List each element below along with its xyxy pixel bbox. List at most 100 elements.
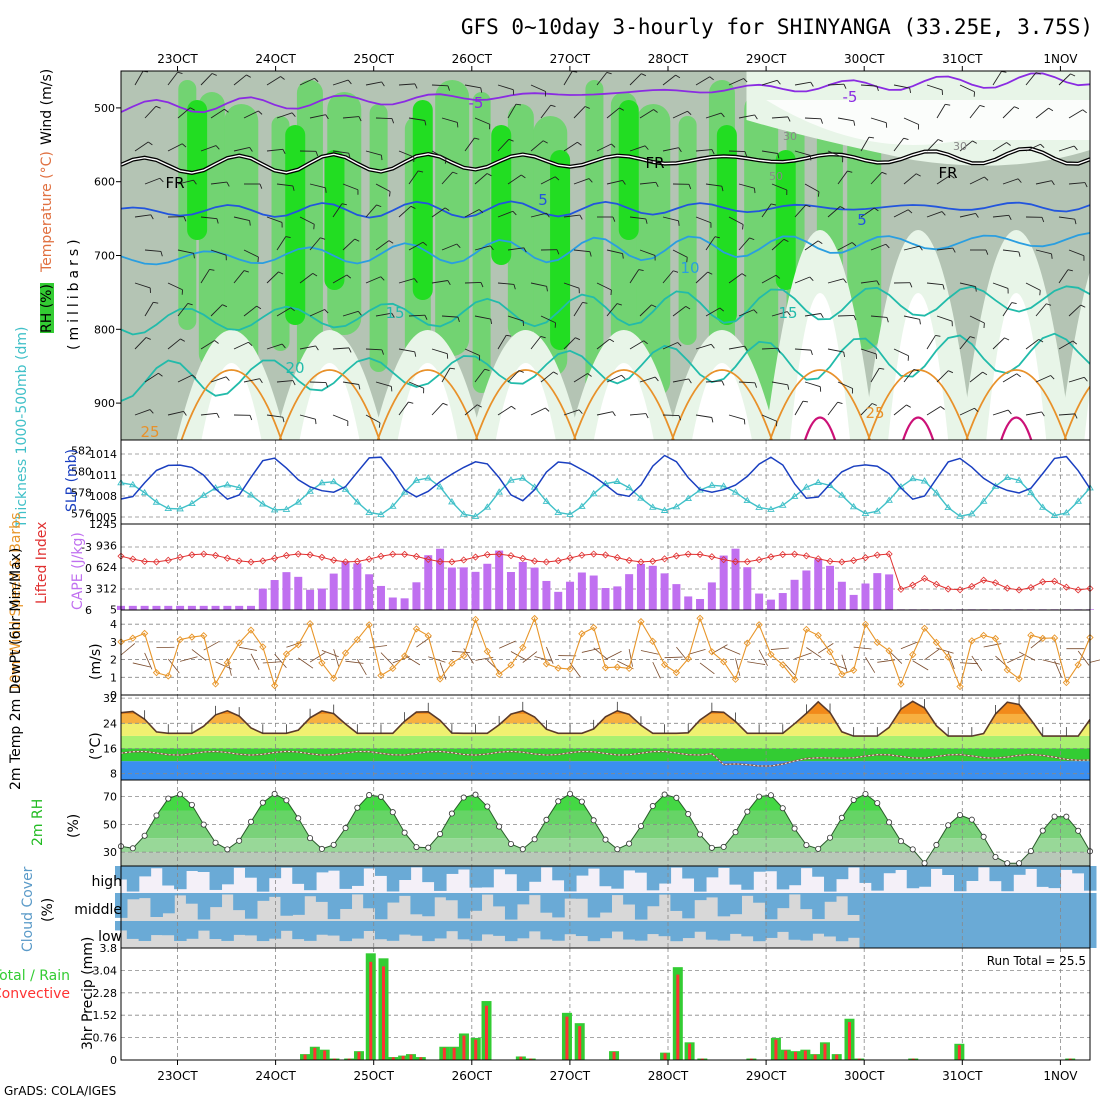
lifted-index-marker (1074, 586, 1082, 594)
wind-barb (705, 307, 721, 317)
wind10m-barb (924, 648, 940, 661)
wind-barb-flag (546, 212, 550, 218)
wind-barb (144, 372, 159, 383)
wind-barb-flag (787, 384, 790, 390)
cape-bar (317, 588, 326, 610)
wind10m-marker (460, 652, 468, 660)
cloud-cover-cell (445, 921, 459, 932)
thickness-marker (814, 478, 823, 485)
wind-barb-flag (1006, 142, 1011, 146)
wind-barb-flag (839, 206, 845, 210)
wind-barb-flag (1001, 71, 1007, 73)
wind-barb-flag (424, 120, 427, 126)
wind10m-marker (389, 664, 397, 673)
wind10m-barb (640, 650, 659, 655)
rh-bright-column (412, 100, 433, 300)
wind10m-marker (270, 681, 279, 690)
wind-barb-flag (775, 274, 781, 279)
wind-barb (309, 237, 321, 251)
wind10m-barb (971, 655, 983, 672)
cape-bar (672, 584, 681, 610)
x-tick-label-top: 27OCT (550, 52, 591, 66)
wind-barb-flag (155, 105, 161, 109)
rh2m-marker (626, 840, 633, 847)
wind-barb (276, 112, 293, 119)
wind-barb-flag (183, 216, 187, 222)
wind10m-barb (995, 655, 1010, 669)
wind10m-marker (436, 675, 444, 683)
wind10m-marker (909, 650, 917, 659)
cloud-cover-cell (233, 866, 246, 868)
contour-label: 15 (385, 304, 404, 322)
cloud-cover-cell (185, 866, 199, 871)
cloud-cover-cell (717, 866, 731, 868)
thickness-marker (259, 500, 267, 507)
wind-barb-flag (193, 179, 197, 185)
wind-barb-flag (876, 280, 880, 286)
temperature-contour-warm (278, 369, 381, 440)
wind-barb-flag (160, 251, 163, 257)
wind-barb (761, 203, 772, 218)
rh-very-dry-core (593, 363, 654, 440)
rh-bright-column (285, 125, 306, 325)
precip-convective-bar (835, 1054, 839, 1060)
wind-barb (398, 150, 415, 158)
cloud-cover-cell (540, 921, 553, 940)
cloud-cover-cell (883, 893, 896, 921)
wind-barb (573, 302, 583, 317)
wind-barb-flag (193, 253, 195, 259)
wind-barb-flag (984, 176, 989, 181)
wind10m-barb (770, 647, 789, 650)
wind-barb-flag (1008, 215, 1012, 220)
wind-barb (375, 381, 392, 387)
precip-convective-bar (519, 1056, 523, 1060)
wind-barb (1068, 304, 1082, 317)
wind10m-marker (649, 637, 657, 645)
wind-barb (771, 238, 785, 251)
rh-band (121, 810, 1090, 825)
precip-convective-bar (663, 1053, 667, 1060)
wind-barb (629, 73, 642, 86)
cloud-cover-cell (327, 893, 341, 920)
cloud-cover-cell (646, 921, 660, 935)
x-tick-label-bottom: 1NOV (1043, 1069, 1078, 1083)
wind-barb-flag (414, 83, 418, 89)
rh-bright-column (775, 150, 796, 290)
wind-barb (200, 216, 217, 220)
lifted-index-marker (743, 558, 751, 566)
thickness-marker (1050, 511, 1059, 519)
precip-panel: 0 0.76 1.52 2.28 3.04 3.8 (93, 942, 1091, 1067)
wind-barb (441, 367, 451, 383)
precip-convective-bar (485, 1005, 489, 1060)
cape-bar (388, 597, 397, 610)
cloud-cover-cell (942, 893, 955, 921)
wind10m-marker (613, 663, 621, 671)
wind-barb (332, 414, 349, 422)
rh2m-marker (271, 790, 278, 797)
contour-label: 5 (538, 191, 548, 209)
x-tick-label-top: 26OCT (452, 52, 493, 66)
cloud-cover-cell (623, 866, 636, 871)
thickness-marker (1074, 497, 1082, 504)
wind-barb (276, 236, 287, 251)
wind-barb-flag (1070, 73, 1076, 77)
lifted-index-marker (318, 553, 326, 561)
wind10m-barb (865, 657, 876, 673)
cloud-cover-cell (575, 866, 589, 876)
wind-barb-flag (546, 286, 548, 292)
wind-barb (1058, 216, 1075, 220)
wind-barb (210, 376, 227, 383)
rh-bright-column (324, 150, 345, 290)
precip-convective-bar (323, 1050, 327, 1060)
cloud-cover-cell (1036, 893, 1050, 921)
wind-barb-flag (1051, 253, 1053, 259)
lifted-index-marker (909, 581, 917, 589)
precip-labels: Total / Rain Convective 3hr Precip (mm) … (0, 937, 1086, 1050)
rh2m-marker (177, 791, 184, 798)
rh2m-marker (555, 798, 562, 805)
cape-bar (542, 580, 551, 610)
x-tick-label-bottom: 25OCT (353, 1069, 394, 1083)
wind-barb-flag (444, 158, 447, 164)
temperature-contour (121, 72, 1090, 114)
wind-barb-flag (444, 207, 450, 211)
